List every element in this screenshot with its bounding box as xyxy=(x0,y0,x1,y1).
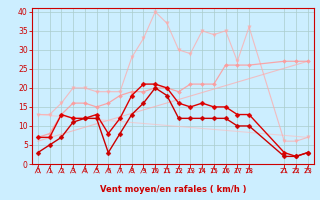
X-axis label: Vent moyen/en rafales ( km/h ): Vent moyen/en rafales ( km/h ) xyxy=(100,185,246,194)
